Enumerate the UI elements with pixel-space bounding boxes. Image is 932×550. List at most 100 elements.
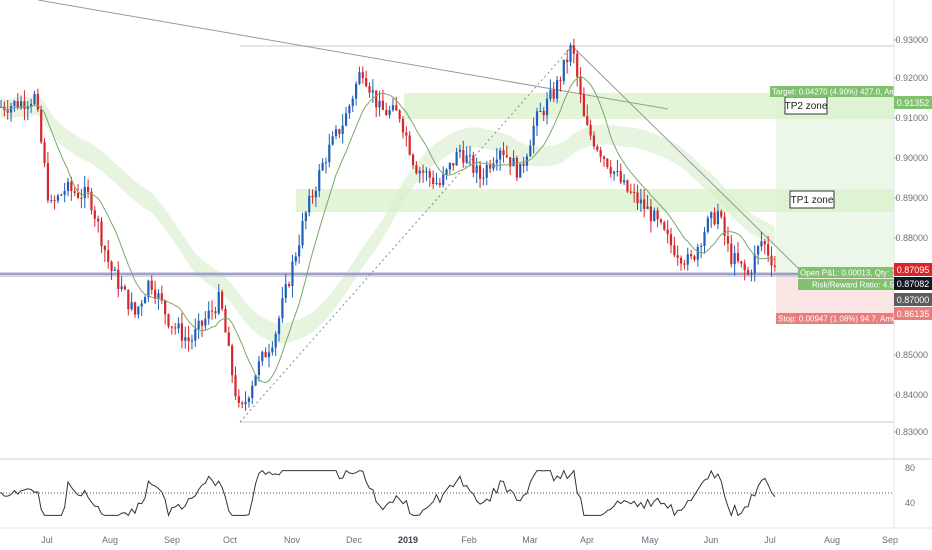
- candle: [633, 183, 636, 203]
- candle: [113, 266, 116, 272]
- time-tick-label: Sep: [164, 535, 180, 545]
- candle: [143, 295, 147, 304]
- candle: [455, 148, 458, 166]
- oscillator-axis[interactable]: 80 40: [905, 463, 915, 508]
- candle: [619, 163, 622, 184]
- candle: [542, 107, 545, 122]
- candle: [395, 96, 398, 111]
- candle: [180, 312, 183, 349]
- candle: [257, 355, 261, 382]
- candle: [716, 203, 719, 230]
- candle: [599, 146, 602, 163]
- candle: [418, 167, 421, 183]
- candle: [267, 343, 271, 368]
- ma-cloud: [1, 95, 775, 344]
- candle: [274, 331, 277, 357]
- candle: [656, 207, 659, 228]
- candle: [378, 90, 381, 117]
- time-tick-label: Feb: [461, 535, 477, 545]
- oscillator-tick-label: 80: [905, 463, 915, 473]
- candle: [663, 220, 666, 232]
- candle: [375, 90, 378, 118]
- candle: [338, 128, 341, 139]
- candle: [288, 281, 291, 288]
- candle: [314, 186, 317, 207]
- price-tick-label: 0.90000: [895, 153, 928, 163]
- open-pl-info: Open P&L: 0.00013, Qty: 10.83: [798, 267, 912, 278]
- candle: [133, 301, 137, 318]
- candle: [492, 157, 495, 172]
- candle: [361, 66, 364, 84]
- candle: [103, 245, 106, 262]
- candle: [579, 67, 582, 104]
- candle: [160, 285, 163, 304]
- candle: [425, 167, 428, 182]
- candle: [505, 145, 508, 159]
- candle: [388, 105, 391, 119]
- candle: [368, 82, 371, 98]
- candle: [154, 280, 157, 305]
- candle: [207, 301, 210, 325]
- time-tick-label: Nov: [284, 535, 301, 545]
- candle: [435, 172, 438, 186]
- oscillator-line: [0, 469, 776, 518]
- candle: [552, 81, 555, 103]
- svg-text:0.91352: 0.91352: [897, 98, 930, 108]
- candle: [666, 220, 669, 244]
- candle: [676, 245, 679, 266]
- candle: [167, 313, 170, 329]
- candle: [100, 217, 103, 253]
- time-tick-label: Aug: [102, 535, 118, 545]
- candle: [174, 323, 177, 335]
- candle: [204, 311, 207, 331]
- candle: [324, 157, 328, 174]
- candle: [643, 189, 646, 218]
- candle: [30, 98, 33, 113]
- candle: [33, 90, 36, 106]
- candle: [720, 209, 723, 219]
- candle: [277, 315, 281, 342]
- candle: [612, 170, 616, 181]
- candle: [482, 168, 485, 186]
- candle: [123, 284, 127, 291]
- candle: [586, 104, 589, 127]
- candle: [40, 105, 43, 144]
- candle: [760, 231, 763, 252]
- candle: [385, 102, 388, 116]
- price-tick-label: 0.85000: [895, 350, 928, 360]
- candle: [97, 215, 100, 233]
- candle: [703, 227, 706, 254]
- candle: [23, 90, 26, 121]
- candle: [743, 259, 746, 281]
- candle: [746, 266, 750, 276]
- candle: [556, 76, 559, 104]
- candle: [422, 164, 425, 183]
- candle: [549, 79, 552, 102]
- price-tick-label: 0.92000: [895, 73, 928, 83]
- candle: [405, 126, 408, 147]
- candle: [713, 207, 716, 226]
- candle: [710, 211, 713, 228]
- candle: [763, 239, 766, 255]
- candle: [562, 59, 565, 85]
- candle: [261, 350, 264, 366]
- candle: [462, 140, 465, 168]
- cloud-band: [1, 95, 775, 344]
- candle: [623, 174, 626, 186]
- candle: [559, 76, 562, 92]
- moving-average-line: [0, 75, 775, 384]
- time-tick-label: Apr: [580, 535, 594, 545]
- candle: [659, 218, 663, 225]
- price-tick-label: 0.91000: [895, 113, 928, 123]
- candle: [241, 400, 244, 409]
- fib-dotted-line: [239, 45, 573, 423]
- svg-text:Risk/Reward Ratio: 4.51: Risk/Reward Ratio: 4.51: [812, 281, 899, 290]
- time-axis[interactable]: Jul Aug Sep Oct Nov Dec 2019 Feb Mar Apr May Jun Jul…: [41, 535, 898, 545]
- target-price-tag: 0.91352: [894, 96, 932, 109]
- candle: [157, 289, 160, 310]
- candle: [726, 226, 730, 252]
- candle: [465, 146, 468, 164]
- candle: [36, 88, 39, 113]
- candle: [626, 179, 629, 194]
